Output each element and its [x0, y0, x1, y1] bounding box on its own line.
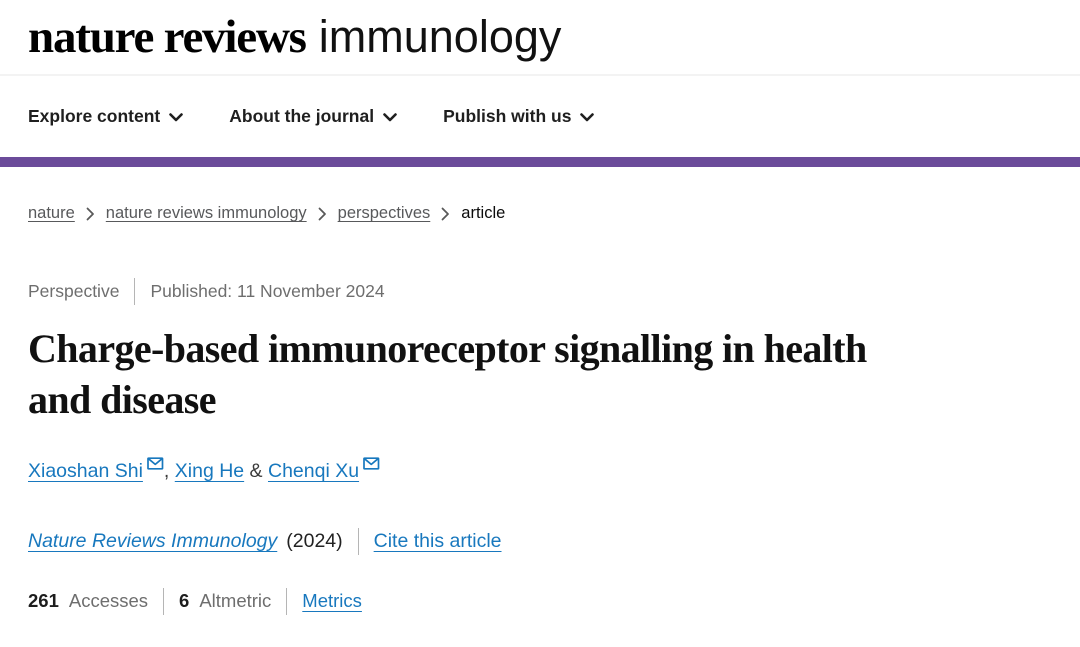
vertical-divider	[163, 587, 165, 615]
citation-row: Nature Reviews Immunology (2024) Cite th…	[28, 527, 1052, 555]
title-line-2: and disease	[28, 376, 217, 422]
journal-logo[interactable]: nature reviews immunology	[28, 10, 561, 64]
masthead: nature reviews immunology	[0, 0, 1080, 76]
article-type-label: Perspective	[28, 281, 120, 301]
metrics-row: 261 Accesses 6 Altmetric Metrics	[28, 587, 1052, 615]
accesses-count: 261	[28, 590, 59, 612]
page-title: Charge-based immunoreceptor signalling i…	[28, 324, 1052, 426]
author-link-chenqi-xu[interactable]: Chenqi Xu	[267, 459, 360, 482]
published-date: Published: 11 November 2024	[150, 281, 385, 301]
author-list: Xiaoshan Shi, Xing He & Chenqi Xu	[28, 453, 1052, 483]
logo-immunology: immunology	[318, 11, 562, 62]
breadcrumb-link-nature-reviews-immunology[interactable]: nature reviews immunology	[105, 204, 307, 222]
breadcrumb: nature nature reviews immunology perspec…	[28, 204, 1052, 223]
nav-item-label: Explore content	[28, 106, 161, 126]
article-header-content: nature nature reviews immunology perspec…	[0, 204, 1080, 615]
journal-accent-bar	[0, 157, 1080, 167]
author-link-xing-he[interactable]: Xing He	[174, 459, 245, 482]
logo-nature-reviews: nature reviews	[28, 11, 307, 63]
journal-link[interactable]: Nature Reviews Immunology	[28, 529, 278, 552]
author-separator: ,	[163, 459, 175, 482]
title-line-1: Charge-based immunoreceptor signalling i…	[28, 326, 867, 371]
vertical-divider	[286, 587, 288, 615]
article-meta-row: Perspective Published: 11 November 2024	[28, 278, 1052, 305]
envelope-icon[interactable]	[363, 453, 380, 476]
author-separator: &	[244, 459, 268, 482]
nav-item-label: About the journal	[229, 106, 375, 126]
chevron-down-icon	[383, 106, 397, 127]
nav-explore-content[interactable]: Explore content	[28, 106, 184, 127]
nav-publish-with-us[interactable]: Publish with us	[443, 106, 595, 127]
altmetric-count: 6	[179, 590, 190, 612]
chevron-down-icon	[580, 106, 595, 127]
author-link-xiaoshan-shi[interactable]: Xiaoshan Shi	[28, 459, 143, 482]
cite-this-article-link[interactable]: Cite this article	[373, 529, 502, 552]
breadcrumb-current-article: article	[461, 204, 506, 222]
nav-item-label: Publish with us	[443, 106, 572, 126]
vertical-divider	[357, 527, 359, 555]
accesses-label: Accesses	[68, 590, 149, 612]
altmetric-label: Altmetric	[199, 590, 272, 612]
metrics-link[interactable]: Metrics	[302, 590, 362, 612]
chevron-down-icon	[169, 106, 184, 127]
breadcrumb-link-nature[interactable]: nature	[28, 204, 75, 222]
chevron-right-icon	[86, 207, 95, 221]
envelope-icon[interactable]	[147, 453, 164, 476]
citation-year: (2024)	[286, 529, 343, 552]
vertical-divider	[134, 278, 136, 305]
chevron-right-icon	[441, 207, 450, 221]
breadcrumb-link-perspectives[interactable]: perspectives	[337, 204, 431, 222]
main-nav: Explore content About the journal Publis…	[0, 76, 1080, 157]
chevron-right-icon	[318, 207, 327, 221]
nav-about-the-journal[interactable]: About the journal	[229, 106, 397, 127]
